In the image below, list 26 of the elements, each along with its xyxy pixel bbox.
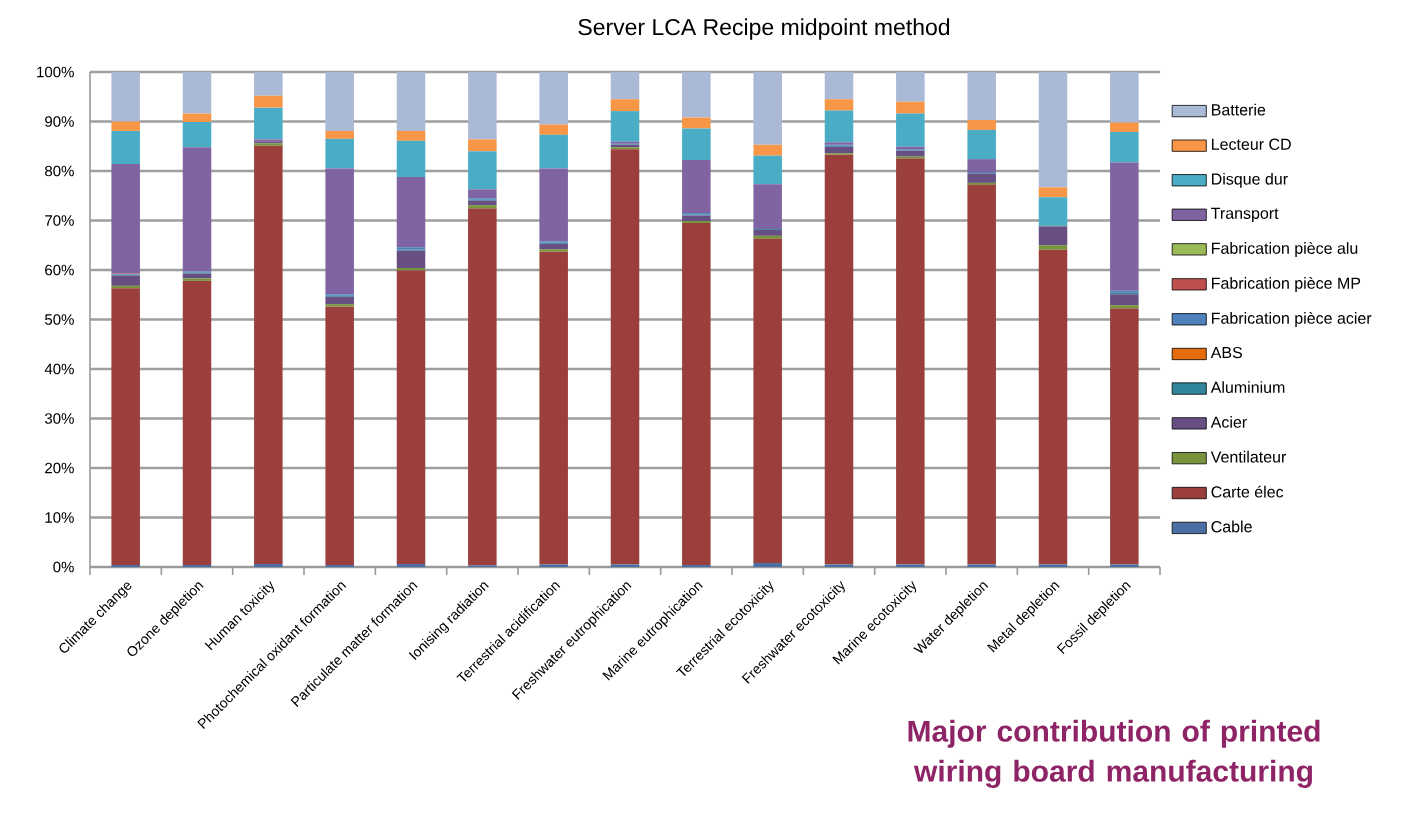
- legend-label: Transport: [1211, 207, 1279, 223]
- chart-title: Server LCA Recipe midpoint method: [578, 18, 950, 40]
- legend-label: ABS: [1210, 346, 1242, 359]
- y-tick-label: 50%: [44, 314, 74, 325]
- legend-label: Carte élec: [1211, 485, 1284, 498]
- legend-label: Ventilateur: [1210, 450, 1287, 463]
- y-tick-label: 30%: [44, 413, 74, 424]
- legend-label: Cable: [1211, 520, 1252, 533]
- legend-label: Fabrication pièce alu: [1212, 241, 1358, 258]
- legend-label: Lecteur CD: [1212, 138, 1291, 150]
- y-tick-label: 80%: [45, 165, 74, 177]
- legend-label: Aluminium: [1210, 381, 1285, 394]
- legend-label: Batterie: [1212, 103, 1266, 116]
- y-tick-label: 60%: [45, 264, 74, 276]
- y-tick-label: 70%: [45, 215, 74, 226]
- y-tick-label: 40%: [44, 363, 74, 375]
- text: Major contribution of printed wiring board manufacturing: [908, 719, 1320, 788]
- y-tick-label: 10%: [45, 512, 74, 523]
- y-tick-label: 90%: [45, 116, 74, 127]
- y-tick-label: 0%: [53, 561, 74, 573]
- y-tick-label: 20%: [45, 462, 74, 474]
- legend-label: Fabrication pièce MP: [1212, 276, 1361, 293]
- legend-label: Disque dur: [1212, 172, 1288, 188]
- legend-label: Fabrication pièce acier: [1212, 311, 1372, 328]
- y-tick-label: 100%: [37, 66, 74, 78]
- legend-label: Acier: [1210, 416, 1247, 428]
